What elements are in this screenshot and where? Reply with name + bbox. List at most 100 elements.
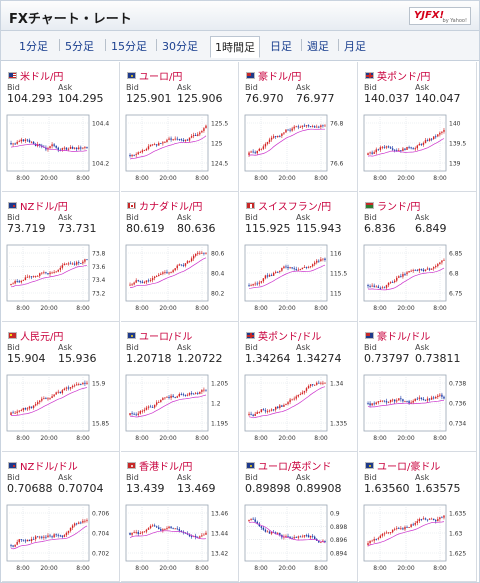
candle-body — [313, 262, 316, 265]
tab-3[interactable]: 15分足 — [111, 40, 147, 53]
candle-body — [283, 132, 285, 134]
candle-body — [158, 143, 160, 146]
candle-body — [443, 259, 445, 261]
price-chart[interactable]: 0.9 0.898 0.896 0.894 8:00 20:00 8:00 — [243, 501, 355, 579]
rate-card[interactable]: NZドル/円 Bid 73.719 Ask 73.731 73.8 73.6 73.4 73.2… — [2, 192, 120, 322]
candle-body — [305, 267, 308, 268]
rate-card[interactable]: 豪ドル/ドル Bid 0.73797 Ask 0.73811 0.738 0.736 0.73… — [359, 322, 477, 452]
pair-link[interactable]: カナダドル/円 — [127, 198, 202, 213]
pair-link[interactable]: 豪ドル/円 — [246, 68, 301, 83]
pair-link[interactable]: 米ドル/円 — [8, 68, 63, 83]
x-tick-label: 20:00 — [278, 305, 295, 312]
rate-card[interactable]: NZドル/ドル Bid 0.70688 Ask 0.70704 0.706 0.704 0.7… — [2, 452, 120, 582]
pair-link[interactable]: ユーロ/豪ドル — [365, 458, 440, 473]
candle-body — [381, 400, 384, 402]
candle-body — [307, 386, 310, 389]
candle-body — [412, 400, 414, 403]
rate-card[interactable]: ユーロ/ドル Bid 1.20718 Ask 1.20722 1.205 1.2 1.195 8… — [121, 322, 239, 452]
price-chart[interactable]: 1.635 1.63 1.625 8:00 20:00 8:00 — [362, 501, 474, 579]
rate-card[interactable]: 人民元/円 Bid 15.904 Ask 15.936 15.9 15.85 8:00 20:0… — [2, 322, 120, 452]
tab-8[interactable]: 月足 — [344, 40, 366, 53]
rate-card[interactable]: 香港ドル/円 Bid 13.439 Ask 13.469 13.46 13.44 13.42 8… — [121, 452, 239, 582]
pair-link[interactable]: ユーロ/英ポンド — [246, 458, 331, 473]
pair-link[interactable]: 人民元/円 — [8, 328, 63, 343]
candle-body — [30, 141, 33, 143]
candle-body — [318, 260, 320, 262]
candle-body — [201, 130, 203, 133]
pair-name: ユーロ/ドル — [139, 332, 193, 343]
candle-body — [20, 410, 23, 412]
pair-link[interactable]: 豪ドル/ドル — [365, 328, 430, 343]
tab-7[interactable]: 週足 — [307, 40, 329, 53]
price-chart[interactable]: 0.738 0.736 0.734 8:00 20:00 8:00 — [362, 371, 474, 449]
tab-5[interactable]: 1時間足 — [210, 36, 260, 58]
x-tick-label: 8:00 — [135, 565, 149, 572]
moving-average-line — [10, 143, 88, 152]
ask-value: 0.73811 — [415, 352, 461, 365]
tab-2[interactable]: 5分足 — [65, 40, 94, 53]
rate-card[interactable]: 豪ドル/円 Bid 76.970 Ask 76.977 76.8 76.6 8:00 20:00… — [240, 62, 358, 192]
candle-body — [190, 536, 193, 538]
candle-body — [262, 527, 265, 530]
price-chart[interactable]: 0.706 0.704 0.702 8:00 20:00 8:00 — [5, 501, 117, 579]
rate-card[interactable]: ランド/円 Bid 6.836 Ask 6.849 6.85 6.8 6.75 8:00 20:0… — [359, 192, 477, 322]
candle-body — [416, 145, 419, 149]
candle-body — [375, 286, 377, 288]
candle-body — [203, 128, 205, 131]
price-chart[interactable]: 13.46 13.44 13.42 8:00 20:00 8:00 — [124, 501, 236, 579]
rate-card[interactable]: ユーロ/英ポンド Bid 0.89898 Ask 0.89908 0.9 0.898 0.89… — [240, 452, 358, 582]
pair-link[interactable]: NZドル/ドル — [8, 458, 78, 473]
tab-4[interactable]: 30分足 — [162, 40, 198, 53]
pair-link[interactable]: 英ポンド/円 — [365, 68, 430, 83]
pair-link[interactable]: ユーロ/円 — [127, 68, 182, 83]
candle-body — [285, 536, 287, 537]
candle-body — [285, 404, 287, 405]
price-chart[interactable]: 116 115.5 115 8:00 20:00 8:00 — [243, 241, 355, 319]
rate-card[interactable]: 英ポンド/ドル Bid 1.34264 Ask 1.34274 1.34 1.335 8:00… — [240, 322, 358, 452]
candle-body — [147, 528, 150, 530]
tab-1[interactable]: 1分足 — [19, 40, 48, 53]
pair-link[interactable]: 英ポンド/ドル — [246, 328, 321, 343]
pair-name: NZドル/ドル — [20, 462, 78, 473]
price-chart[interactable]: 125.5 125 124.5 8:00 20:00 8:00 — [124, 111, 236, 189]
rate-card[interactable]: カナダドル/円 Bid 80.619 Ask 80.636 80.6 80.4 80.2 8:0… — [121, 192, 239, 322]
candle-body — [71, 525, 74, 528]
candle-body — [47, 535, 49, 538]
x-tick-label: 8:00 — [373, 565, 387, 572]
price-chart[interactable]: 1.205 1.2 1.195 8:00 20:00 8:00 — [124, 371, 236, 449]
candle-body — [375, 402, 377, 405]
candle-body — [133, 413, 135, 415]
candle-body — [379, 287, 382, 289]
candle-body — [184, 532, 187, 534]
candle-body — [205, 389, 207, 391]
candle-body — [307, 266, 310, 268]
candle-body — [248, 152, 250, 155]
candle-body — [131, 154, 133, 157]
pair-link[interactable]: NZドル/円 — [8, 198, 68, 213]
rate-card[interactable]: ユーロ/円 Bid 125.901 Ask 125.906 125.5 125 124.5 8:… — [121, 62, 239, 192]
yjfx-logo[interactable]: YJFX! by Yahoo! — [409, 7, 471, 25]
candle-body — [24, 277, 27, 281]
pair-link[interactable]: ユーロ/ドル — [127, 328, 192, 343]
pair-link[interactable]: 香港ドル/円 — [127, 458, 192, 473]
price-chart[interactable]: 80.6 80.4 80.2 8:00 20:00 8:00 — [124, 241, 236, 319]
pair-link[interactable]: ランド/円 — [365, 198, 420, 213]
rate-card[interactable]: スイスフラン/円 Bid 115.925 Ask 115.943 116 115.5 115 8… — [240, 192, 358, 322]
candle-body — [287, 536, 289, 537]
tab-6[interactable]: 日足 — [270, 40, 292, 53]
candle-body — [404, 274, 406, 275]
rate-card[interactable]: 英ポンド/円 Bid 140.037 Ask 140.047 140 139.5 139 8:0… — [359, 62, 477, 192]
price-chart[interactable]: 73.8 73.6 73.4 73.2 8:00 20:00 8:00 — [5, 241, 117, 319]
price-chart[interactable]: 76.8 76.6 8:00 20:00 8:00 — [243, 111, 355, 189]
price-chart[interactable]: 15.9 15.85 8:00 20:00 8:00 — [5, 371, 117, 449]
candle-body — [192, 393, 195, 395]
pair-link[interactable]: スイスフラン/円 — [246, 198, 331, 213]
ask-label: Ask — [58, 343, 73, 352]
rate-card[interactable]: 米ドル/円 Bid 104.293 Ask 104.295 104.4 104.2 8:00 2… — [2, 62, 120, 192]
candle-body — [373, 152, 375, 154]
price-chart[interactable]: 1.34 1.335 8:00 20:00 8:00 — [243, 371, 355, 449]
price-chart[interactable]: 6.85 6.8 6.75 8:00 20:00 8:00 — [362, 241, 474, 319]
rate-card[interactable]: ユーロ/豪ドル Bid 1.63560 Ask 1.63575 1.635 1.63 1.62… — [359, 452, 477, 582]
price-chart[interactable]: 104.4 104.2 8:00 20:00 8:00 — [5, 111, 117, 189]
price-chart[interactable]: 140 139.5 139 8:00 20:00 8:00 — [362, 111, 474, 189]
